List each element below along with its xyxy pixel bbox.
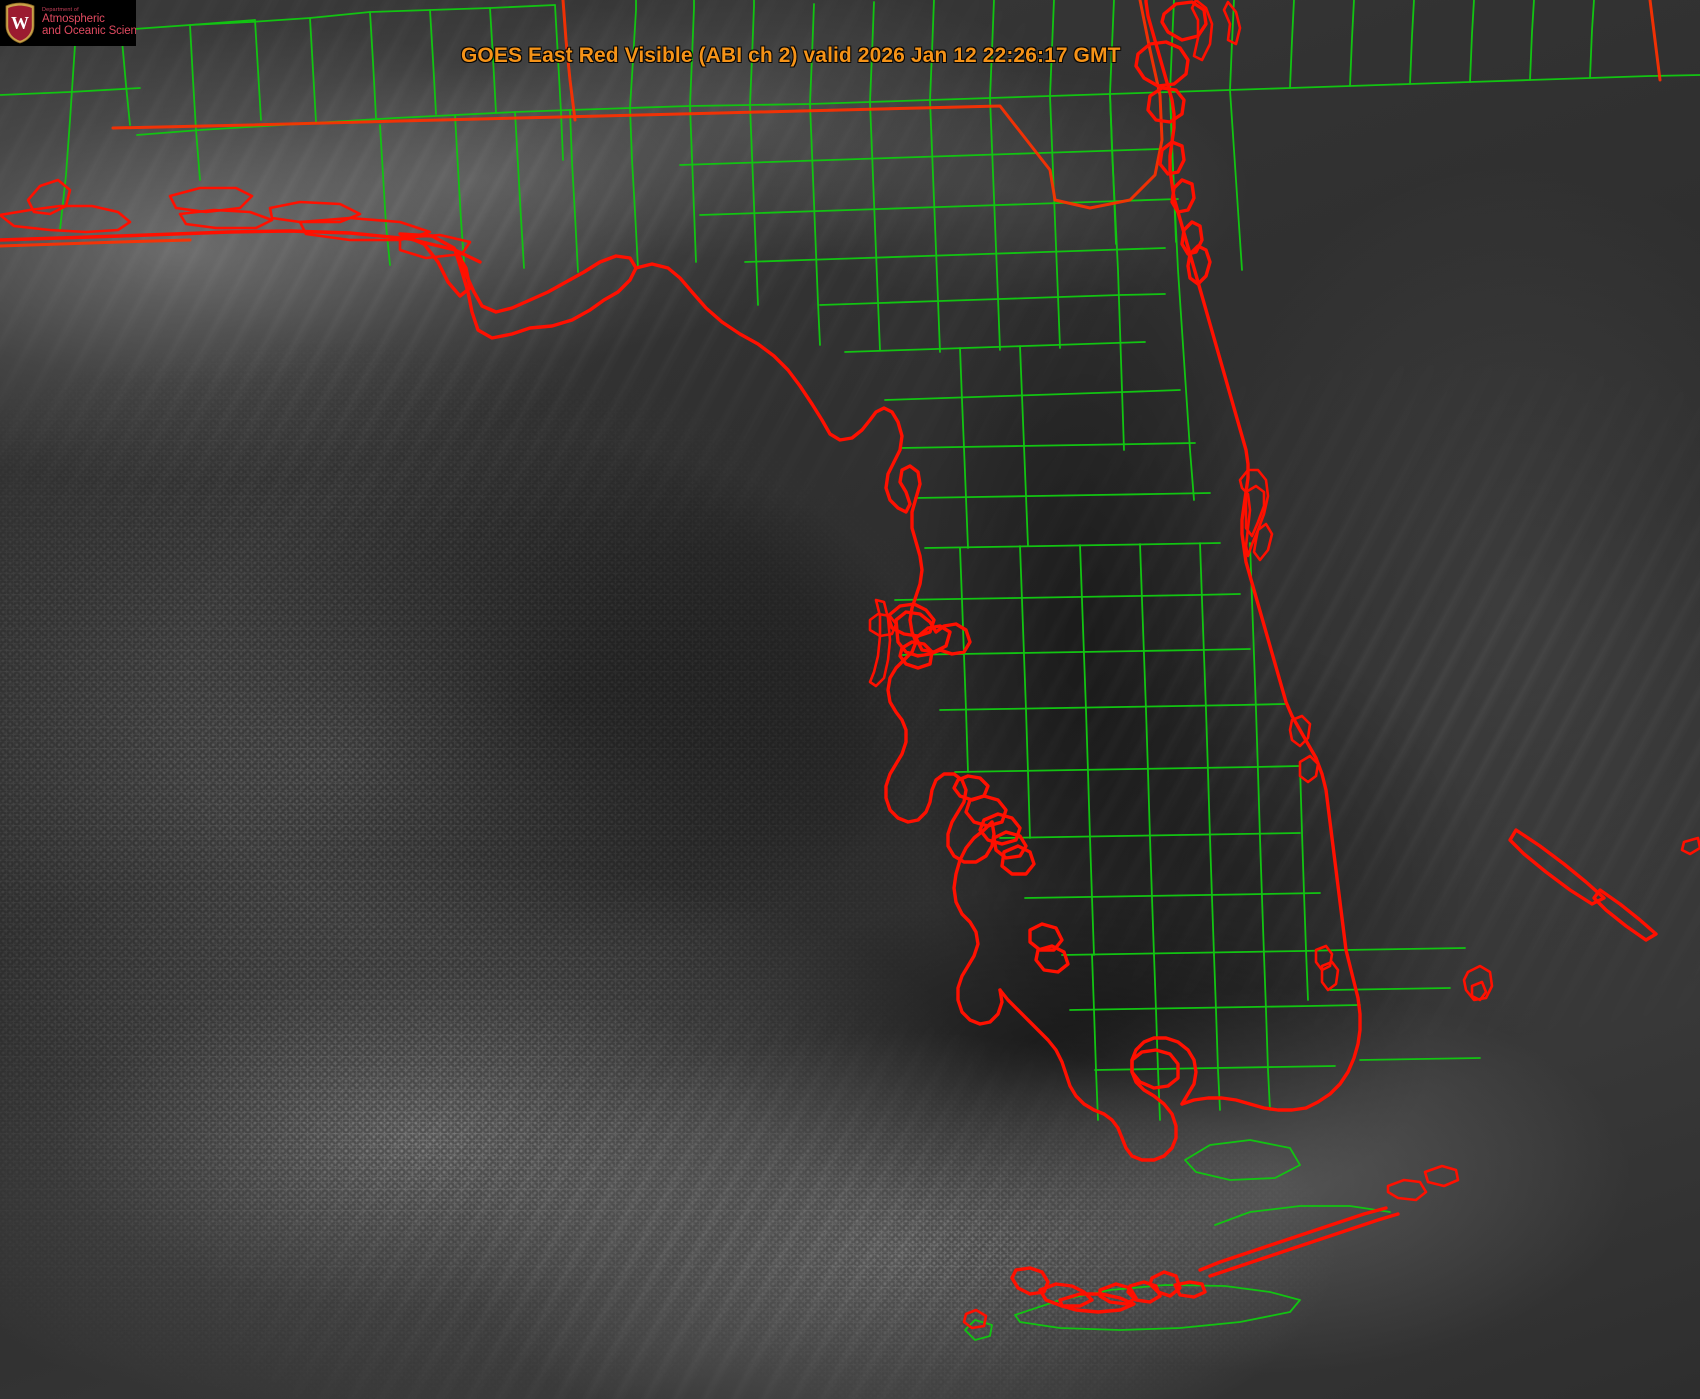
product-title-label: GOES East Red Visible (ABI ch 2) valid 2… bbox=[461, 44, 1121, 67]
uw-madison-crest-icon: W bbox=[5, 2, 35, 44]
logo-department-line: Department of bbox=[42, 7, 79, 14]
svg-text:W: W bbox=[11, 13, 29, 33]
logo-line-oceanic: and Oceanic Sciences bbox=[42, 24, 136, 37]
uw-aos-logo-banner: W Department of Atmospheric and Oceanic … bbox=[0, 0, 136, 46]
logo-line-atmospheric: Atmospheric bbox=[42, 13, 105, 26]
logo-text-block: Department of Atmospheric and Oceanic Sc… bbox=[42, 8, 136, 37]
